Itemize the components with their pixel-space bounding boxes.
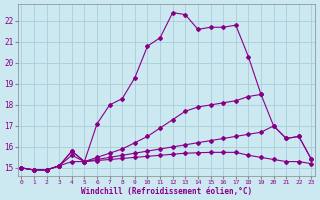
X-axis label: Windchill (Refroidissement éolien,°C): Windchill (Refroidissement éolien,°C)	[81, 187, 252, 196]
